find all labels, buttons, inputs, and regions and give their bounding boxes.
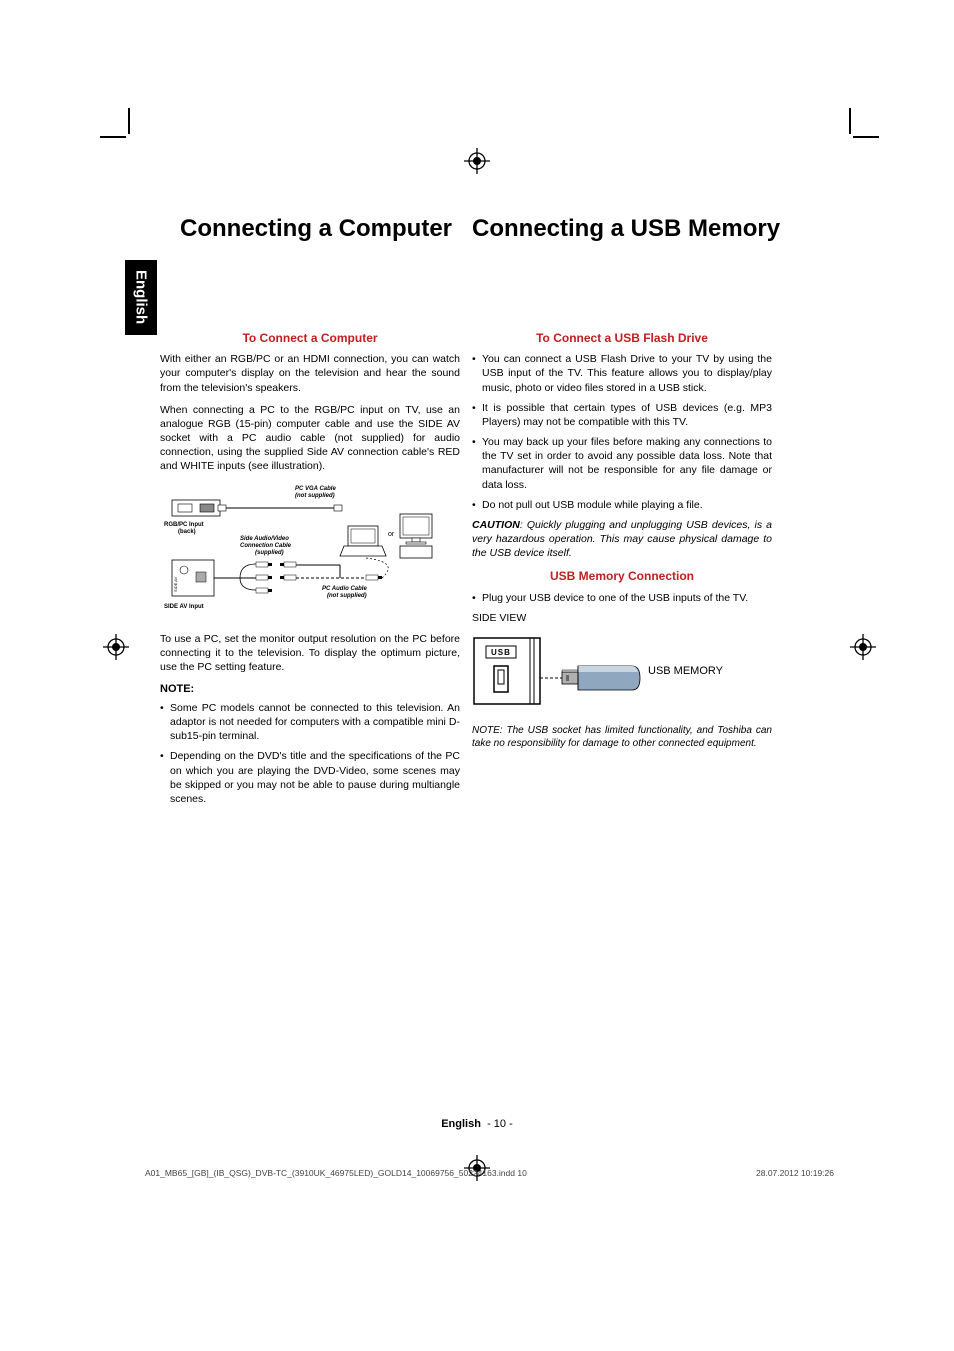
caution-text: CAUTION: Quickly plugging and unplugging… — [472, 518, 772, 561]
heading-connecting-usb: Connecting a USB Memory — [472, 215, 780, 243]
svg-text:Connection Cable: Connection Cable — [240, 543, 292, 549]
usb-diagram: USB USB MEMORY — [472, 629, 772, 714]
section-to-connect-computer: To Connect a Computer — [160, 330, 460, 346]
registration-mark-icon — [464, 148, 490, 174]
bullet-item: Plug your USB device to one of the USB i… — [472, 591, 772, 605]
pc-connection-diagram: PC VGA Cable (not supplied) RGB/PC Input… — [160, 482, 460, 622]
note-item: Depending on the DVD's title and the spe… — [160, 749, 460, 806]
side-view-label: SIDE VIEW — [472, 611, 772, 625]
usb-memory-label: USB MEMORY — [648, 664, 723, 679]
note-item: Some PC models cannot be connected to th… — [160, 701, 460, 744]
section-usb-memory-connection: USB Memory Connection — [472, 568, 772, 584]
svg-text:Side Audio/Video: Side Audio/Video — [240, 536, 289, 542]
heading-connecting-computer: Connecting a Computer — [180, 215, 452, 243]
svg-text:USB: USB — [491, 648, 511, 657]
note-label: NOTE: — [160, 682, 460, 697]
registration-mark-icon — [850, 634, 876, 660]
svg-text:(not supplied): (not supplied) — [295, 493, 335, 499]
svg-text:(not supplied): (not supplied) — [327, 593, 367, 599]
right-column: To Connect a USB Flash Drive You can con… — [472, 330, 772, 759]
svg-text:SIDE AV: SIDE AV — [173, 576, 178, 592]
language-tab: English — [125, 260, 157, 335]
paragraph: With either an RGB/PC or an HDMI connect… — [160, 352, 460, 395]
svg-text:(back): (back) — [178, 529, 196, 535]
bullet-item: You may back up your files before making… — [472, 435, 772, 492]
crop-mark — [849, 108, 851, 134]
left-column: To Connect a Computer With either an RGB… — [160, 330, 460, 812]
crop-mark — [128, 108, 130, 134]
crop-mark — [100, 136, 126, 138]
crop-mark — [853, 136, 879, 138]
indd-metadata: A01_MB65_[GB]_(IB_QSG)_DVB-TC_(3910UK_46… — [145, 1168, 834, 1178]
svg-text:PC VGA Cable: PC VGA Cable — [295, 486, 336, 492]
bullet-item: It is possible that certain types of USB… — [472, 401, 772, 429]
bullet-item: You can connect a USB Flash Drive to you… — [472, 352, 772, 395]
svg-text:RGB/PC Input: RGB/PC Input — [164, 522, 204, 528]
page-footer: English - 10 - — [0, 1118, 954, 1130]
section-to-connect-usb: To Connect a USB Flash Drive — [472, 330, 772, 346]
svg-text:(supplied): (supplied) — [255, 550, 284, 556]
registration-mark-icon — [103, 634, 129, 660]
bullet-item: Do not pull out USB module while playing… — [472, 498, 772, 512]
svg-text:SIDE AV Input: SIDE AV Input — [164, 604, 204, 610]
paragraph: To use a PC, set the monitor output reso… — [160, 632, 460, 675]
svg-text:PC Audio Cable: PC Audio Cable — [322, 586, 367, 592]
paragraph: When connecting a PC to the RGB/PC input… — [160, 403, 460, 474]
footnote: NOTE: The USB socket has limited functio… — [472, 724, 772, 751]
svg-text:or: or — [388, 531, 395, 538]
